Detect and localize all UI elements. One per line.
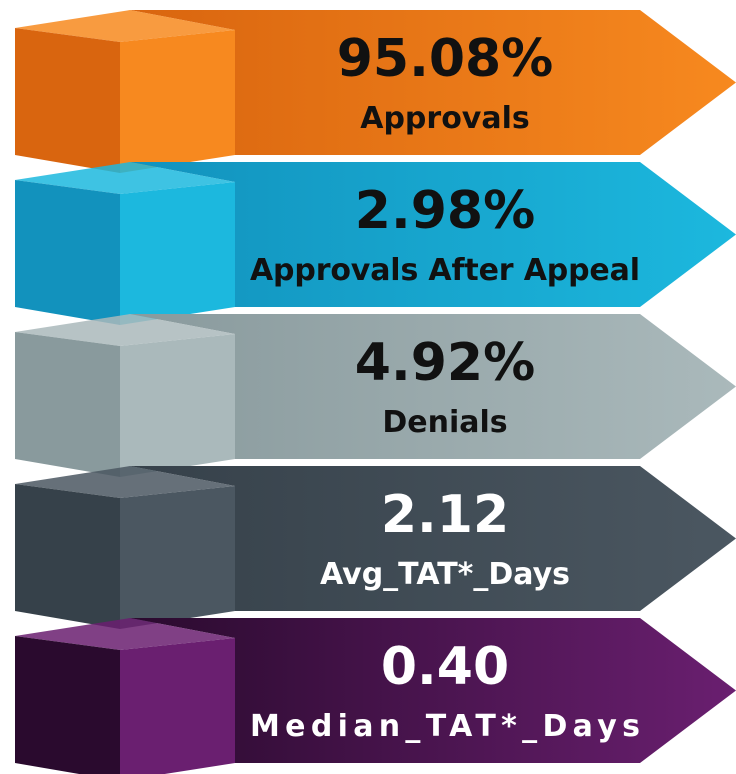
cube-front [120,182,235,325]
cube-left [15,484,120,629]
cube-top [15,10,235,42]
metric-value: 2.98% [355,181,535,241]
metric-value: 4.92% [355,333,535,393]
arrow [130,618,736,763]
cube-top [15,314,235,346]
cube-left [15,332,120,477]
metric-value: 0.40 [381,637,509,697]
row: 2.12 Avg_TAT*_Days [15,466,736,629]
cube-front [120,30,235,173]
metric-label: Avg_TAT*_Days [320,557,570,592]
metric-label: Approvals [360,101,530,136]
cube-front [120,486,235,629]
cube-top [15,162,235,194]
cube-left [15,28,120,173]
row: 2.98% Approvals After Appeal [15,162,736,325]
metric-value: 2.12 [381,485,509,545]
metric-label: Approvals After Appeal [250,253,640,288]
row: 4.92% Denials [15,314,736,477]
arrow [130,466,736,611]
row: 95.08% Approvals [15,10,736,173]
metric-value: 95.08% [337,29,554,89]
cube-left [15,636,120,774]
cube-top [15,466,235,498]
cube-left [15,180,120,325]
arrow [130,314,736,459]
cube-top [15,618,235,650]
cube-front [120,638,235,774]
cube-front [120,334,235,477]
arrow [130,10,736,155]
arrow [130,162,736,307]
metric-label: Denials [382,405,507,440]
